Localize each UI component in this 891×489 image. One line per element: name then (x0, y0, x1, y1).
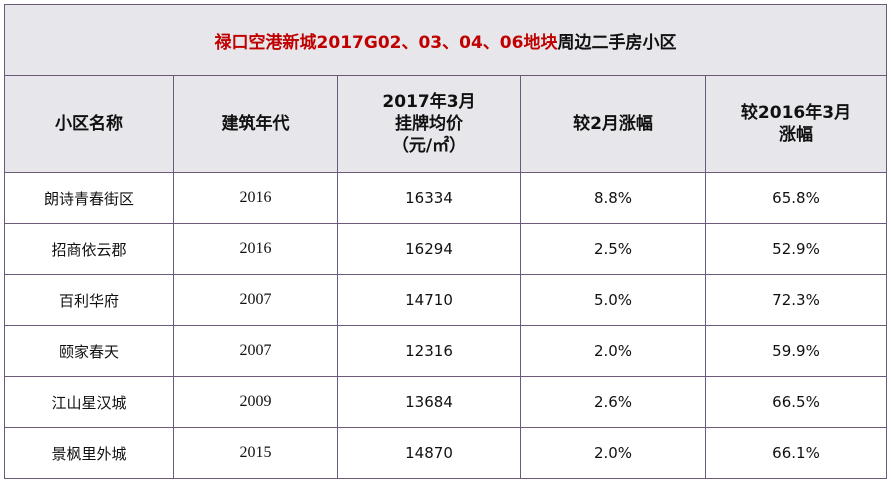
cell-year: 2009 (173, 376, 338, 428)
cell-year: 2016 (173, 172, 338, 224)
title-suffix: 周边二手房小区 (557, 32, 677, 53)
header-mom-change: 较2月涨幅 (520, 75, 706, 173)
header-build-year: 建筑年代 (173, 75, 338, 173)
cell-yoy: 66.1% (704, 427, 888, 479)
table-row: 颐家春天 2007 12316 2.0% 59.9% (4, 325, 888, 377)
cell-yoy: 59.9% (704, 325, 888, 377)
cell-community: 江山星汉城 (4, 376, 174, 428)
cell-yoy: 52.9% (704, 223, 888, 275)
cell-year: 2007 (173, 325, 338, 377)
header-row: 小区名称 建筑年代 2017年3月 挂牌均价 （元/㎡） 较2月涨幅 较2016… (4, 75, 888, 173)
header-listing-price: 2017年3月 挂牌均价 （元/㎡） (337, 75, 521, 173)
cell-price: 12316 (337, 325, 521, 377)
table-row: 景枫里外城 2015 14870 2.0% 66.1% (4, 427, 888, 479)
cell-mom: 2.0% (520, 325, 706, 377)
housing-price-table: 禄口空港新城2017G02、03、04、06地块周边二手房小区 小区名称 建筑年… (3, 4, 888, 479)
header-community-name: 小区名称 (4, 75, 174, 173)
cell-community: 景枫里外城 (4, 427, 174, 479)
cell-mom: 8.8% (520, 172, 706, 224)
cell-price: 16334 (337, 172, 521, 224)
cell-community: 百利华府 (4, 274, 174, 326)
table-row: 百利华府 2007 14710 5.0% 72.3% (4, 274, 888, 326)
cell-mom: 2.5% (520, 223, 706, 275)
cell-mom: 5.0% (520, 274, 706, 326)
cell-year: 2007 (173, 274, 338, 326)
cell-price: 14870 (337, 427, 521, 479)
cell-price: 16294 (337, 223, 521, 275)
cell-community: 招商依云郡 (4, 223, 174, 275)
cell-yoy: 66.5% (704, 376, 888, 428)
table-title: 禄口空港新城2017G02、03、04、06地块周边二手房小区 (3, 4, 888, 76)
cell-mom: 2.0% (520, 427, 706, 479)
cell-community: 颐家春天 (4, 325, 174, 377)
cell-mom: 2.6% (520, 376, 706, 428)
title-highlight: 禄口空港新城2017G02、03、04、06地块 (214, 32, 558, 53)
table-row: 江山星汉城 2009 13684 2.6% 66.5% (4, 376, 888, 428)
table-row: 朗诗青春街区 2016 16334 8.8% 65.8% (4, 172, 888, 224)
table-row: 招商依云郡 2016 16294 2.5% 52.9% (4, 223, 888, 275)
cell-year: 2015 (173, 427, 338, 479)
cell-yoy: 72.3% (704, 274, 888, 326)
cell-year: 2016 (173, 223, 338, 275)
cell-yoy: 65.8% (704, 172, 888, 224)
cell-price: 13684 (337, 376, 521, 428)
header-yoy-change: 较2016年3月 涨幅 (704, 75, 888, 173)
cell-community: 朗诗青春街区 (4, 172, 174, 224)
cell-price: 14710 (337, 274, 521, 326)
